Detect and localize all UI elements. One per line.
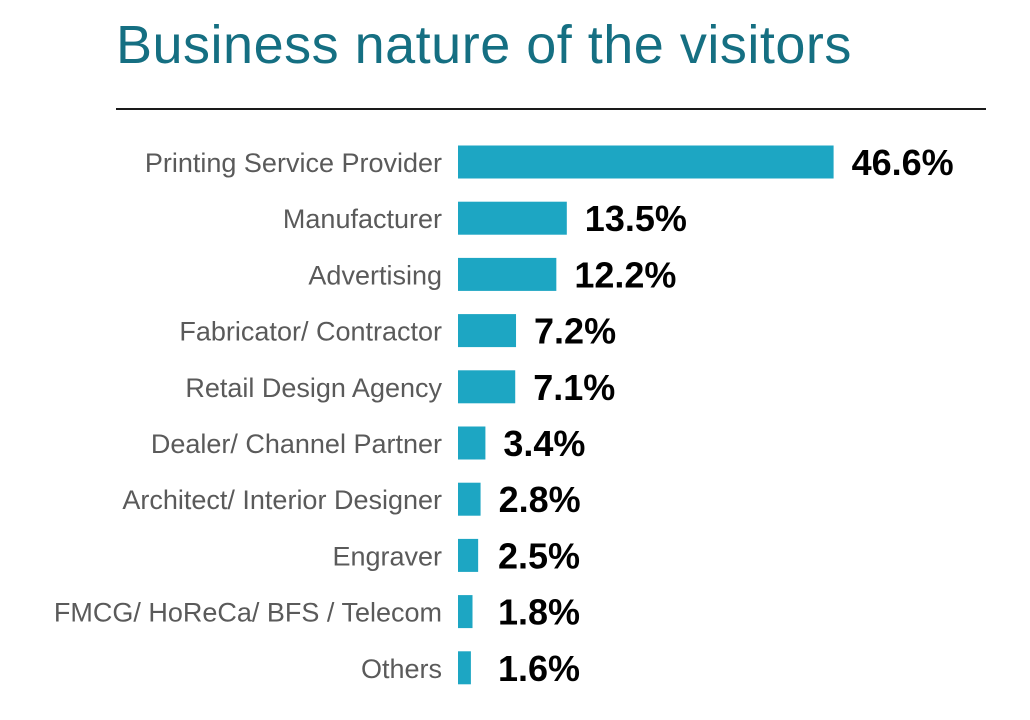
category-label: FMCG/ HoReCa/ BFS / Telecom [54, 598, 442, 628]
value-label: 3.4% [503, 423, 585, 464]
value-label: 2.5% [498, 535, 580, 576]
value-label: 1.6% [498, 648, 580, 689]
chart-title: Business nature of the visitors [116, 15, 852, 75]
bar [458, 314, 517, 348]
bar [458, 651, 471, 685]
value-label: 7.1% [533, 367, 615, 408]
category-label: Advertising [308, 260, 442, 290]
category-label: Dealer/ Channel Partner [151, 429, 442, 459]
category-label: Others [361, 654, 442, 684]
bar [458, 370, 516, 404]
category-label: Printing Service Provider [145, 148, 442, 178]
category-label: Retail Design Agency [185, 373, 442, 403]
category-labels: Printing Service Provider Manufacturer Adv… [54, 148, 443, 684]
bar [458, 538, 479, 572]
value-label: 7.2% [534, 311, 616, 352]
category-label: Fabricator/ Contractor [179, 317, 442, 347]
value-label: 2.8% [499, 479, 581, 520]
title-divider [116, 108, 986, 110]
bars [458, 145, 834, 685]
bar [458, 595, 473, 629]
bar [458, 426, 486, 460]
value-label: 13.5% [585, 198, 687, 239]
bar [458, 482, 481, 516]
category-label: Architect/ Interior Designer [122, 485, 442, 515]
value-label: 1.8% [498, 592, 580, 633]
bar [458, 257, 557, 291]
category-label: Engraver [332, 541, 442, 571]
bar [458, 145, 834, 179]
value-label: 12.2% [574, 254, 676, 295]
value-labels: 46.6% 13.5% 12.2% 7.2% 7.1% 3.4% 2.8% 2.5% 1.8% 1… [498, 142, 954, 689]
bar [458, 201, 567, 235]
value-label: 46.6% [852, 142, 954, 183]
category-label: Manufacturer [283, 204, 442, 234]
